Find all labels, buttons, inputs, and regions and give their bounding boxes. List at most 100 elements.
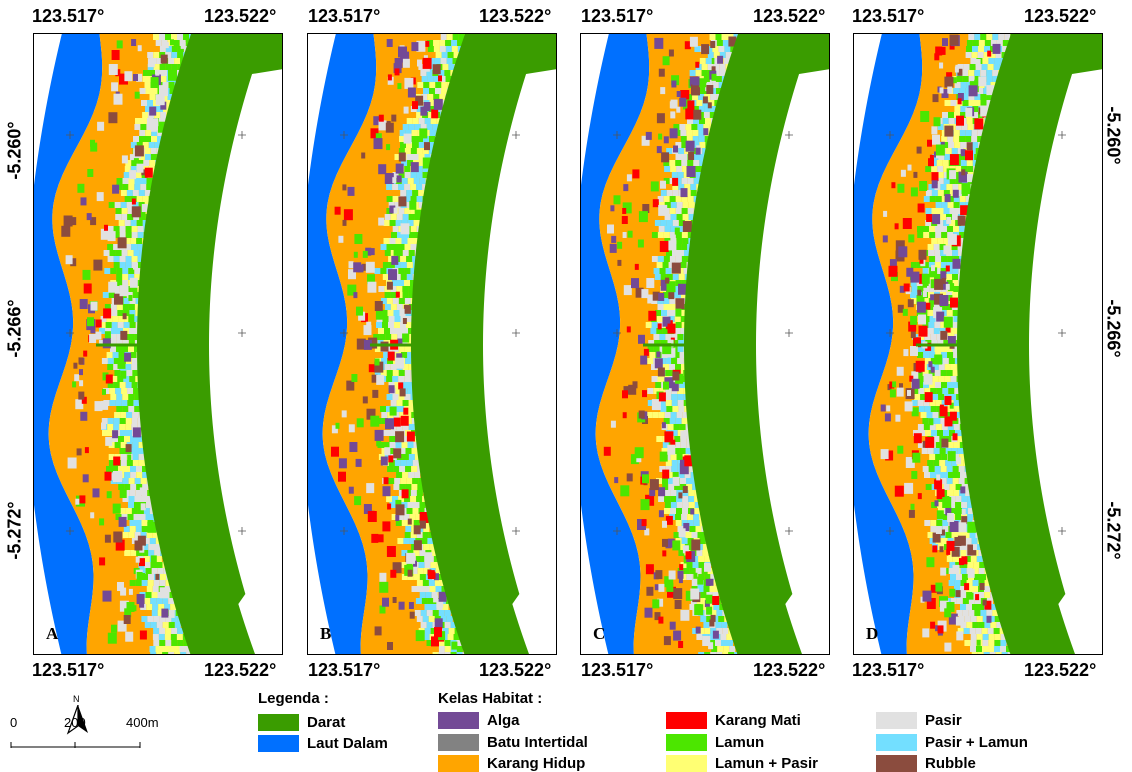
legend-label-karang-hidup: Karang Hidup (487, 754, 586, 772)
deep-sea-area (308, 34, 377, 654)
land-area (411, 34, 556, 654)
lat-label-left-3: -5.272° (4, 501, 25, 560)
scale-label-0: 0 (10, 715, 18, 730)
lon-label-bottom-d-left: 123.517° (852, 660, 925, 680)
legend-label-lamun: Lamun (715, 733, 765, 751)
lon-label-top-b-right: 123.522° (479, 6, 552, 26)
legend-item-pasir: Pasir (876, 711, 962, 729)
land-area (137, 34, 282, 654)
swatch-lamun (666, 733, 707, 751)
legend-item-karang-hidup: Karang Hidup (438, 754, 585, 772)
lon-label-bottom-b-right: 123.522° (479, 660, 552, 680)
map-panel-c: C (580, 33, 830, 655)
legend-label-batu-intertidal: Batu Intertidal (487, 733, 588, 751)
graticule-cross (238, 329, 246, 337)
graticule-cross (886, 329, 894, 337)
graticule-cross (340, 131, 348, 139)
legend-item-laut-dalam: Laut Dalam (258, 734, 388, 752)
swatch-rubble (876, 754, 917, 772)
legend-label-pasir-lamun: Pasir + Lamun (925, 733, 1028, 751)
habitat-patches (880, 34, 1017, 654)
legend-label-laut-dalam: Laut Dalam (307, 734, 388, 752)
habitat-map-d (854, 34, 1102, 654)
land-area (684, 34, 829, 654)
graticule-cross (613, 527, 621, 535)
graticule-cross (785, 131, 793, 139)
map-panel-a: A (33, 33, 283, 655)
lon-label-top-d-left: 123.517° (852, 6, 925, 26)
lat-label-right-3: -5.272° (1103, 501, 1124, 560)
panel-letter-b: B (320, 624, 332, 643)
swatch-karang-mati (666, 711, 707, 729)
graticule-cross (1058, 527, 1066, 535)
swatch-batu-intertidal (438, 733, 479, 751)
deep-sea-area (581, 34, 650, 654)
map-panel-b: B (307, 33, 557, 655)
lon-label-bottom-b-left: 123.517° (308, 660, 381, 680)
legend-label-alga: Alga (487, 711, 520, 729)
north-label: N (73, 694, 80, 704)
graticule-cross (238, 527, 246, 535)
lon-label-bottom-a-right: 123.522° (204, 660, 277, 680)
lat-label-right-2: -5.266° (1103, 299, 1124, 358)
graticule-cross (613, 131, 621, 139)
panel-letter-c: C (593, 624, 606, 643)
lon-label-bottom-d-right: 123.522° (1024, 660, 1097, 680)
graticule-cross (613, 329, 621, 337)
graticule-cross (512, 131, 520, 139)
legend-label-pasir: Pasir (925, 711, 962, 729)
graticule-cross (512, 329, 520, 337)
swatch-lamun-pasir (666, 754, 707, 772)
scale-bar-graphic (10, 742, 141, 748)
graticule-cross (66, 329, 74, 337)
legend-item-darat: Darat (258, 713, 345, 731)
lon-label-top-c-right: 123.522° (753, 6, 826, 26)
lon-label-bottom-c-left: 123.517° (581, 660, 654, 680)
legend-title: Legenda : (258, 690, 329, 707)
panel-letter-d: D (866, 624, 879, 643)
scale-label-400: 400m (126, 715, 159, 730)
lon-label-top-a-right: 123.522° (204, 6, 277, 26)
graticule-cross (785, 527, 793, 535)
graticule-cross (66, 527, 74, 535)
legend-item-alga: Alga (438, 711, 520, 729)
lat-label-right-1: -5.260° (1103, 106, 1124, 165)
graticule-cross (886, 527, 894, 535)
lon-label-bottom-a-left: 123.517° (32, 660, 105, 680)
legend-item-batu-intertidal: Batu Intertidal (438, 733, 588, 751)
lat-label-left-1: -5.260° (4, 121, 25, 180)
swatch-pasir-lamun (876, 733, 917, 751)
swatch-alga (438, 711, 479, 729)
lon-label-top-a-left: 123.517° (32, 6, 105, 26)
legend-item-rubble: Rubble (876, 754, 976, 772)
scale-label-200: 200 (64, 715, 86, 730)
graticule-cross (512, 527, 520, 535)
lon-label-top-b-left: 123.517° (308, 6, 381, 26)
habitat-map-a (34, 34, 282, 654)
graticule-cross (238, 131, 246, 139)
north-arrow: N (66, 694, 90, 735)
graticule-cross (340, 329, 348, 337)
panel-letter-a: A (46, 624, 59, 643)
legend-label-darat: Darat (307, 713, 346, 731)
swatch-darat (258, 713, 299, 731)
legend-label-rubble: Rubble (925, 754, 976, 772)
graticule-cross (785, 329, 793, 337)
swatch-karang-hidup (438, 754, 479, 772)
graticule-cross (340, 527, 348, 535)
land-area (957, 34, 1102, 654)
deep-sea-area (34, 34, 103, 654)
legend-item-karang-mati: Karang Mati (666, 711, 801, 729)
graticule-cross (1058, 329, 1066, 337)
north-arrow-icon (66, 705, 88, 735)
lon-label-top-d-right: 123.522° (1024, 6, 1097, 26)
lon-label-top-c-left: 123.517° (581, 6, 654, 26)
legend-label-lamun-pasir: Lamun + Pasir (715, 754, 818, 772)
legend-item-pasir-lamun: Pasir + Lamun (876, 733, 1028, 751)
habitat-patches (61, 34, 195, 654)
lon-label-bottom-c-right: 123.522° (753, 660, 826, 680)
swatch-pasir (876, 711, 917, 729)
habitat-title: Kelas Habitat : (438, 690, 543, 707)
graticule-cross (886, 131, 894, 139)
swatch-laut-dalam (258, 734, 299, 752)
